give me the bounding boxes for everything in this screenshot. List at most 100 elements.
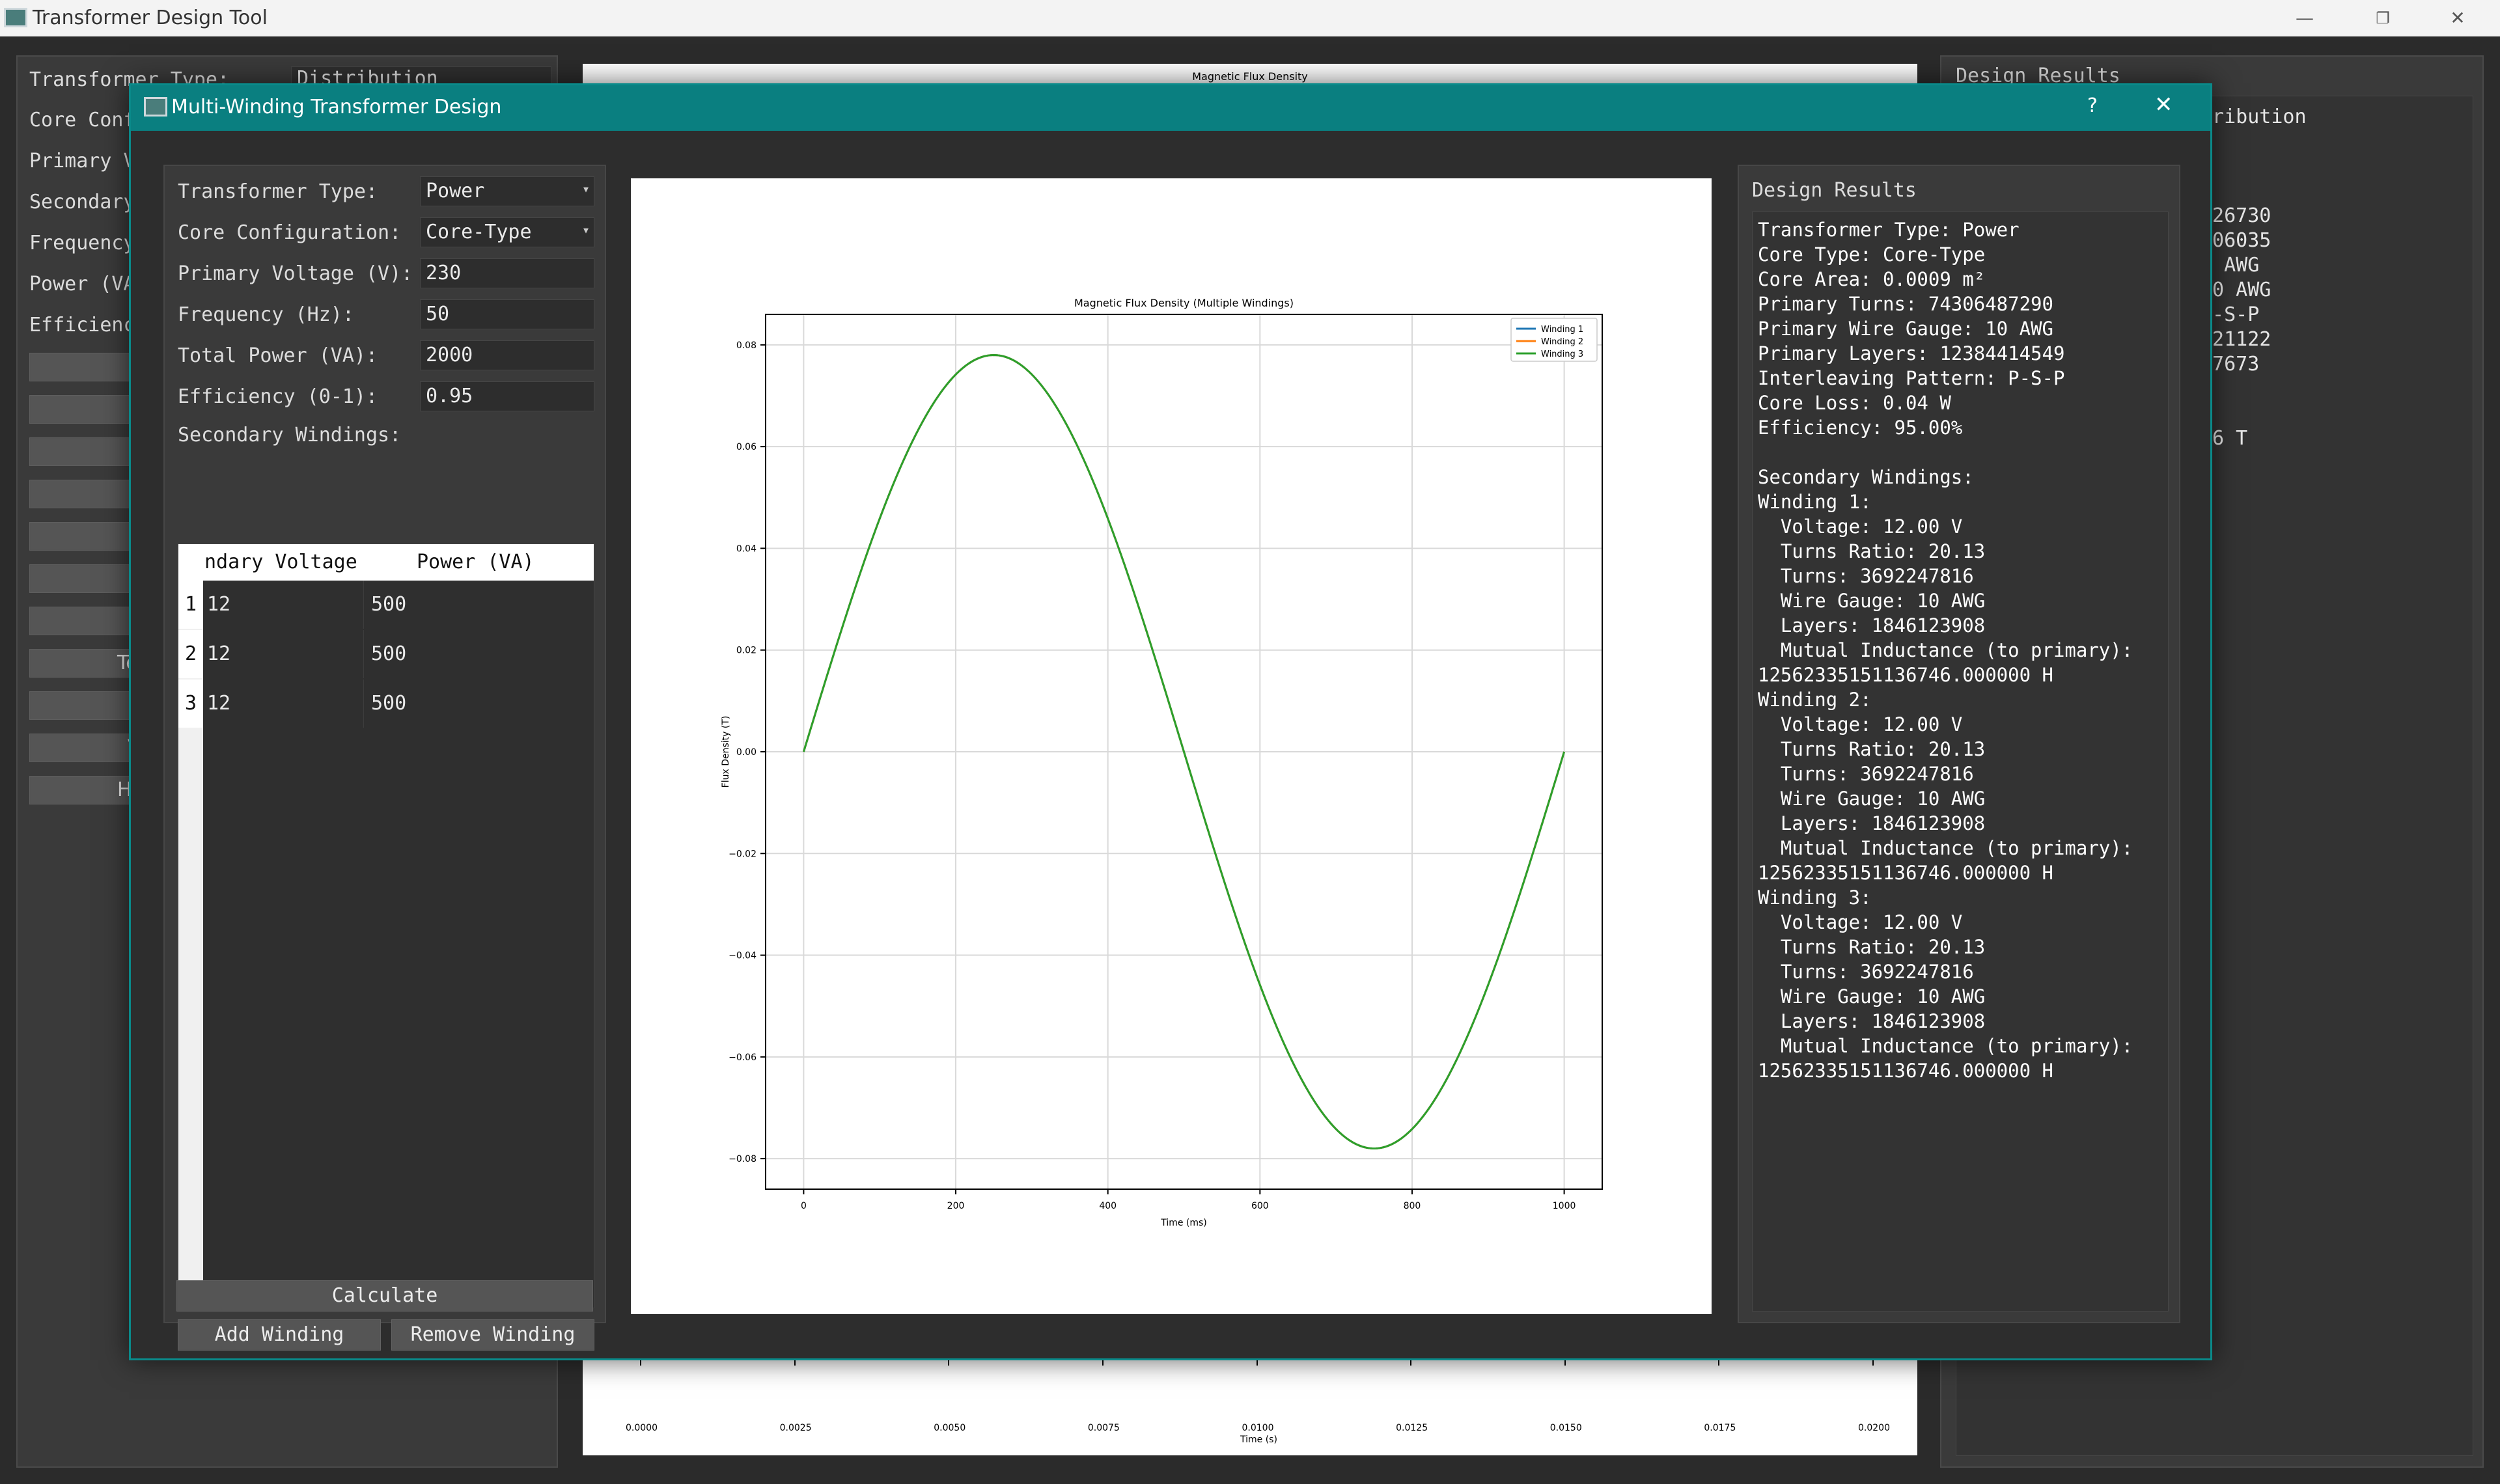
dialog-titlebar: Multi-Winding Transformer Design ? ✕ [131, 85, 2210, 131]
results-line: Turns: 3692247816 [1758, 565, 1974, 587]
frequency-label: Frequency (Hz): [178, 303, 354, 326]
results-textbox[interactable]: Transformer Type: Power Core Type: Core-T… [1752, 212, 2169, 1312]
remove-winding-button[interactable]: Remove Winding [391, 1319, 594, 1351]
bg-core-label: Core Conf [29, 109, 135, 131]
main-plot-title: Magnetic Flux Density [1192, 70, 1308, 83]
results-line: Secondary Windings: [1758, 466, 1974, 488]
results-line: Voltage: 12.00 V [1758, 515, 1963, 538]
voltage-cell[interactable]: 12 [204, 581, 364, 629]
main-plot-xtick-mark [794, 1359, 796, 1366]
row-number[interactable]: 1 [178, 581, 203, 629]
power-cell[interactable]: 500 [371, 692, 407, 715]
help-icon[interactable]: ? [2087, 94, 2098, 117]
table-row[interactable]: 3 12 500 [178, 680, 594, 729]
bg-result-fragment: tribution [2201, 105, 2307, 128]
table-row[interactable]: 2 12 500 [178, 630, 594, 680]
main-plot-xtick-label: 0.0025 [779, 1423, 812, 1433]
power-cell[interactable]: 500 [371, 642, 407, 665]
voltage-cell[interactable]: 12 [204, 680, 364, 728]
y-tick-label: 0.06 [736, 442, 757, 452]
results-line: Turns: 3692247816 [1758, 763, 1974, 785]
table-header: ndary Voltage Power (VA) [178, 544, 594, 581]
x-axis-label: Time (ms) [1160, 1218, 1207, 1228]
efficiency-input[interactable]: 0.95 [420, 381, 594, 411]
main-window-title: Transformer Design Tool [33, 7, 268, 29]
multi-winding-dialog: Multi-Winding Transformer Design ? ✕ Tra… [129, 83, 2212, 1360]
legend-label: Winding 2 [1541, 337, 1583, 347]
dialog-app-icon [144, 97, 167, 117]
results-line: Turns: 3692247816 [1758, 961, 1974, 983]
results-line: Winding 2: [1758, 689, 1872, 711]
main-plot-xtick-label: 0.0200 [1858, 1423, 1890, 1433]
main-plot-xtick-mark [1102, 1359, 1104, 1366]
primary-voltage-input[interactable]: 230 [420, 258, 594, 288]
row-number[interactable]: 3 [178, 680, 203, 728]
minimize-icon[interactable]: — [2296, 7, 2314, 29]
y-tick-label: −0.04 [729, 951, 757, 961]
core-config-label: Core Configuration: [178, 221, 402, 244]
row-number[interactable]: 2 [178, 630, 203, 678]
power-cell[interactable]: 500 [371, 593, 407, 616]
main-plot-xtick-mark [948, 1359, 950, 1366]
bg-result-fragment: 10 AWG [2201, 279, 2271, 301]
y-axis-label: Flux Density (T) [721, 716, 731, 788]
main-plot-xtick-label: 0.0050 [934, 1423, 966, 1433]
x-tick-label: 1000 [1553, 1201, 1576, 1211]
results-line: Winding 1: [1758, 491, 1872, 513]
table-row[interactable]: 1 12 500 [178, 581, 594, 630]
results-line: Primary Turns: 74306487290 [1758, 293, 2053, 315]
main-plot-xtick-label: 0.0100 [1242, 1423, 1274, 1433]
x-tick-label: 600 [1251, 1201, 1269, 1211]
close-icon[interactable]: ✕ [2450, 7, 2465, 29]
main-plot-xtick-label: 0.0075 [1087, 1423, 1120, 1433]
y-tick-label: −0.02 [729, 849, 757, 859]
results-title: Design Results [1752, 179, 1917, 202]
results-line: Primary Layers: 12384414549 [1758, 342, 2065, 364]
dialog-input-panel: Transformer Type: Power Core Configurati… [163, 165, 606, 1351]
secondary-windings-label: Secondary Windings: [178, 424, 402, 447]
add-winding-button[interactable]: Add Winding [178, 1319, 381, 1351]
flux-density-chart: 0 200 400 600 800 1000 −0.08 −0.06 −0.04 −0.02 0.0… [721, 297, 1603, 1228]
transformer-type-select[interactable]: Power [420, 176, 594, 206]
results-line: Mutual Inductance (to primary): [1758, 1035, 2133, 1057]
total-power-label: Total Power (VA): [178, 344, 378, 367]
total-power-input[interactable]: 2000 [420, 340, 594, 370]
results-line: Transformer Type: Power [1758, 219, 2020, 241]
results-line: Voltage: 12.00 V [1758, 713, 1963, 735]
results-line: 12562335151136746.000000 H [1758, 664, 2053, 686]
x-tick-label: 800 [1404, 1201, 1421, 1211]
primary-voltage-label: Primary Voltage (V): [178, 262, 413, 285]
main-plot-xtick-mark [1256, 1359, 1258, 1366]
main-plot-xlabel: Time (s) [1240, 1435, 1277, 1445]
results-line: Core Type: Core-Type [1758, 243, 1986, 266]
y-tick-label: 0.02 [736, 646, 757, 656]
y-tick-label: 0.08 [736, 340, 757, 351]
bg-result-fragment: 021122 [2201, 328, 2271, 351]
windings-table[interactable]: ndary Voltage Power (VA) 1 12 500 2 12 5… [178, 543, 594, 1308]
series-line-winding-3 [802, 354, 1566, 1149]
bg-result-fragment: 126730 [2201, 204, 2271, 227]
column-header-voltage[interactable]: ndary Voltage [204, 551, 357, 573]
y-tick-label: 0.04 [736, 543, 757, 554]
column-header-power[interactable]: Power (VA) [417, 551, 535, 573]
main-plot-xtick-mark [640, 1359, 641, 1366]
results-line: Turns Ratio: 20.13 [1758, 936, 1986, 958]
calculate-button[interactable]: Calculate [176, 1280, 593, 1312]
maximize-icon[interactable]: ❐ [2376, 9, 2390, 27]
results-line: Efficiency: 95.00% [1758, 417, 1963, 439]
efficiency-label: Efficiency (0-1): [178, 385, 378, 408]
dialog-close-icon[interactable]: ✕ [2154, 92, 2173, 118]
results-line: Wire Gauge: 10 AWG [1758, 985, 1986, 1008]
frequency-input[interactable]: 50 [420, 299, 594, 329]
x-tick-label: 200 [947, 1201, 965, 1211]
y-tick-label: −0.08 [729, 1154, 757, 1164]
main-plot-xtick-label: 0.0000 [626, 1423, 658, 1433]
results-line: Layers: 1846123908 [1758, 1010, 1986, 1032]
voltage-cell[interactable]: 12 [204, 630, 364, 678]
results-line: Core Loss: 0.04 W [1758, 392, 1951, 414]
bg-efficiency-label: Efficienc [29, 314, 135, 337]
results-line: Core Area: 0.0009 m² [1758, 268, 1986, 290]
results-line: 12562335151136746.000000 H [1758, 862, 2053, 884]
main-plot-xtick-label: 0.0125 [1396, 1423, 1428, 1433]
core-config-select[interactable]: Core-Type [420, 217, 594, 247]
